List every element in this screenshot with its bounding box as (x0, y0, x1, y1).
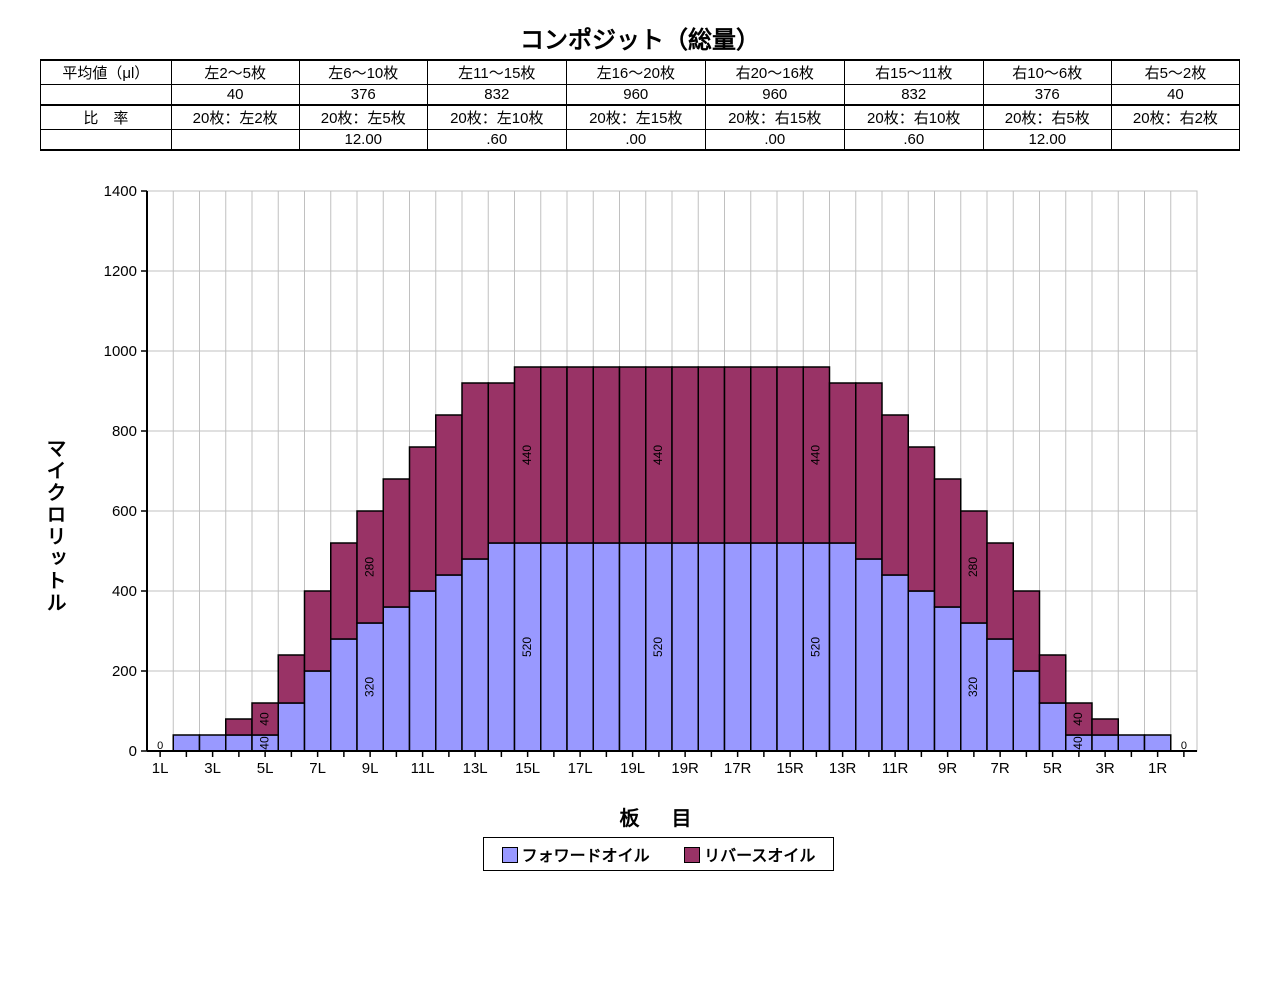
svg-text:40: 40 (257, 736, 271, 750)
legend: フォワードオイル リバースオイル (483, 837, 835, 871)
svg-text:15L: 15L (515, 760, 540, 777)
page-title: コンポジット（総量） (40, 20, 1240, 55)
legend-item: リバースオイル (684, 848, 815, 865)
svg-text:13L: 13L (463, 760, 488, 777)
svg-text:1200: 1200 (104, 263, 137, 280)
svg-text:11L: 11L (411, 760, 435, 777)
svg-text:17R: 17R (724, 760, 752, 777)
svg-text:520: 520 (651, 637, 665, 657)
svg-text:520: 520 (520, 637, 534, 657)
svg-text:17L: 17L (568, 760, 593, 777)
x-axis-label: 板 目 (77, 802, 1240, 831)
svg-text:5R: 5R (1043, 760, 1062, 777)
svg-text:800: 800 (112, 423, 137, 440)
stacked-bar-chart: 0 200 400 600 800 1000 1200 1400 40 40 320 280 520 44… (77, 181, 1207, 791)
svg-text:440: 440 (651, 445, 665, 465)
svg-text:440: 440 (809, 445, 823, 465)
svg-text:1L: 1L (152, 760, 169, 777)
svg-text:1000: 1000 (104, 343, 137, 360)
svg-text:1R: 1R (1148, 760, 1167, 777)
svg-text:280: 280 (966, 557, 980, 577)
legend-swatch-reverse (684, 847, 700, 863)
ratio-label: 比 率 (41, 105, 172, 130)
svg-text:320: 320 (966, 677, 980, 697)
svg-text:9R: 9R (938, 760, 957, 777)
svg-text:520: 520 (809, 637, 823, 657)
svg-text:19L: 19L (620, 760, 645, 777)
y-axis-label: マイクロリットル (40, 438, 69, 614)
svg-text:600: 600 (112, 503, 137, 520)
svg-text:19R: 19R (671, 760, 699, 777)
summary-table: 平均値（μl） 左2～5枚左6～10枚左11～15枚左16～20枚 右20～16… (40, 59, 1240, 151)
svg-text:40: 40 (1071, 736, 1085, 750)
svg-text:1400: 1400 (104, 183, 137, 200)
svg-text:7R: 7R (991, 760, 1010, 777)
table-row: 40376832960 96083237640 (41, 85, 1240, 106)
table-row: 比 率 20枚：左2枚20枚：左5枚20枚：左10枚20枚：左15枚 20枚：右… (41, 105, 1240, 130)
svg-text:13R: 13R (829, 760, 857, 777)
svg-text:200: 200 (112, 663, 137, 680)
svg-text:400: 400 (112, 583, 137, 600)
svg-text:280: 280 (362, 557, 376, 577)
svg-text:40: 40 (1071, 712, 1085, 726)
svg-text:3L: 3L (204, 760, 221, 777)
table-row: 平均値（μl） 左2～5枚左6～10枚左11～15枚左16～20枚 右20～16… (41, 60, 1240, 85)
legend-swatch-forward (502, 847, 518, 863)
svg-text:7L: 7L (309, 760, 326, 777)
svg-text:320: 320 (362, 677, 376, 697)
svg-text:440: 440 (520, 445, 534, 465)
svg-text:0: 0 (129, 743, 137, 760)
svg-text:11R: 11R (882, 760, 909, 777)
table-row: 12.00.60.00 .00.6012.00 (41, 130, 1240, 151)
svg-text:40: 40 (257, 712, 271, 726)
svg-text:3R: 3R (1096, 760, 1115, 777)
svg-text:5L: 5L (257, 760, 274, 777)
legend-item: フォワードオイル (502, 848, 654, 865)
svg-text:9L: 9L (362, 760, 379, 777)
avg-label: 平均値（μl） (41, 60, 172, 85)
svg-text:15R: 15R (776, 760, 804, 777)
